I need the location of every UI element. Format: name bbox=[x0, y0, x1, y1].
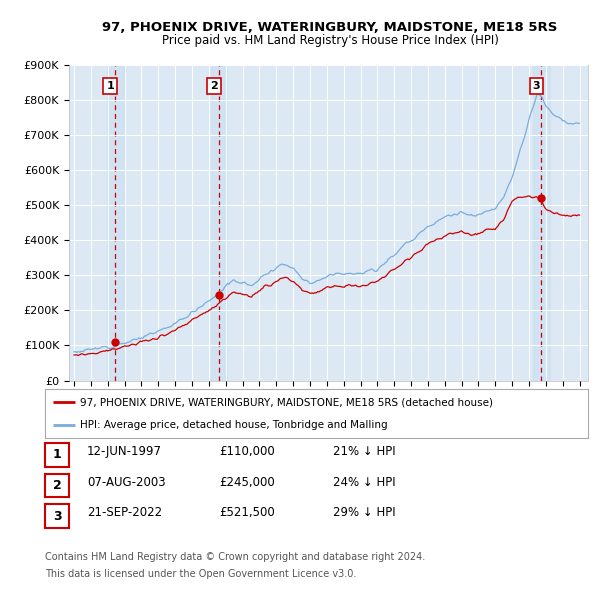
Text: 2: 2 bbox=[210, 81, 218, 91]
Text: 3: 3 bbox=[53, 510, 61, 523]
Text: 97, PHOENIX DRIVE, WATERINGBURY, MAIDSTONE, ME18 5RS: 97, PHOENIX DRIVE, WATERINGBURY, MAIDSTO… bbox=[103, 21, 557, 34]
Text: 12-JUN-1997: 12-JUN-1997 bbox=[87, 445, 162, 458]
Text: Price paid vs. HM Land Registry's House Price Index (HPI): Price paid vs. HM Land Registry's House … bbox=[161, 34, 499, 47]
Text: 29% ↓ HPI: 29% ↓ HPI bbox=[333, 506, 395, 519]
Text: 2: 2 bbox=[53, 479, 61, 492]
Text: £110,000: £110,000 bbox=[219, 445, 275, 458]
Text: 1: 1 bbox=[53, 448, 61, 461]
Bar bbox=[533, 65, 550, 381]
Text: Contains HM Land Registry data © Crown copyright and database right 2024.: Contains HM Land Registry data © Crown c… bbox=[45, 552, 425, 562]
Text: 21% ↓ HPI: 21% ↓ HPI bbox=[333, 445, 395, 458]
Text: 21-SEP-2022: 21-SEP-2022 bbox=[87, 506, 162, 519]
Text: 24% ↓ HPI: 24% ↓ HPI bbox=[333, 476, 395, 489]
Text: £521,500: £521,500 bbox=[219, 506, 275, 519]
Text: 97, PHOENIX DRIVE, WATERINGBURY, MAIDSTONE, ME18 5RS (detached house): 97, PHOENIX DRIVE, WATERINGBURY, MAIDSTO… bbox=[80, 398, 493, 408]
Text: 3: 3 bbox=[532, 81, 540, 91]
Bar bbox=[211, 65, 227, 381]
Text: This data is licensed under the Open Government Licence v3.0.: This data is licensed under the Open Gov… bbox=[45, 569, 356, 579]
Text: 1: 1 bbox=[106, 81, 114, 91]
Bar bbox=[107, 65, 124, 381]
Text: 07-AUG-2003: 07-AUG-2003 bbox=[87, 476, 166, 489]
Text: HPI: Average price, detached house, Tonbridge and Malling: HPI: Average price, detached house, Tonb… bbox=[80, 419, 388, 430]
Text: £245,000: £245,000 bbox=[219, 476, 275, 489]
